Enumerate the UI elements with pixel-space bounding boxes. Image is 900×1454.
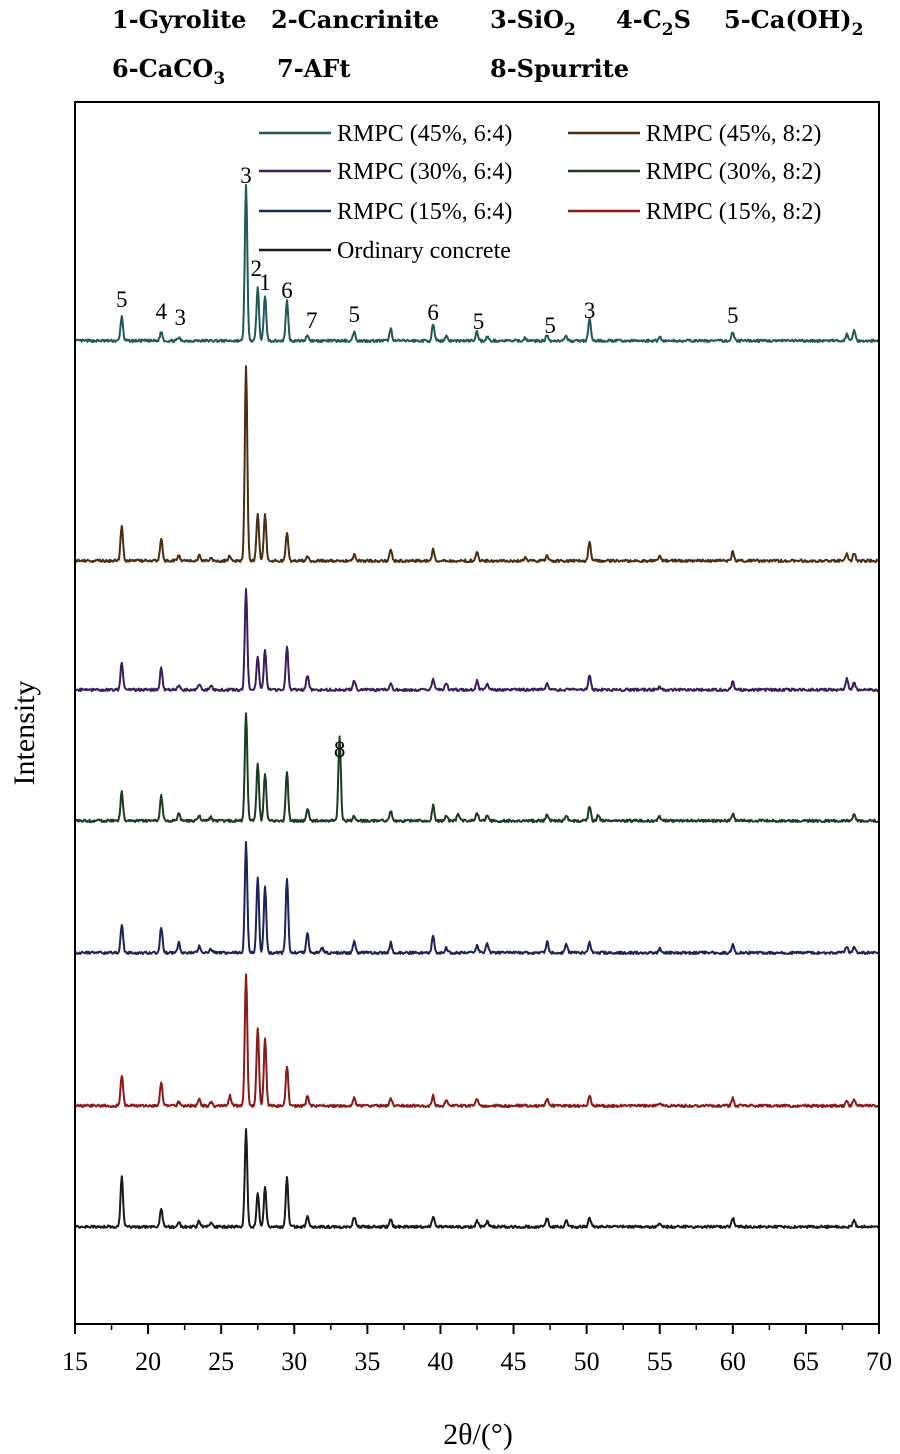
phase-key-item-4: 4-C2S [616, 5, 691, 40]
peak-label: 6 [281, 278, 293, 303]
y-axis-title: Intensity [8, 681, 41, 786]
x-tick-label: 70 [866, 1347, 892, 1376]
legend-label: RMPC (45%, 8:2) [646, 121, 821, 147]
series-group [74, 183, 880, 1230]
peak-label: 2 [251, 256, 263, 281]
x-axis-title: 2θ/(°) [443, 1418, 513, 1451]
peak-label: 1 [259, 270, 271, 295]
phase-key-item-1: 1-Gyrolite [112, 5, 246, 34]
series-line-3 [74, 712, 880, 824]
plot-frame [74, 101, 880, 1325]
peak-label: 5 [544, 313, 556, 338]
legend-label: RMPC (15%, 8:2) [646, 199, 821, 225]
x-tick-label: 15 [62, 1347, 88, 1376]
peak-label: 4 [155, 299, 167, 324]
phase-key-item-5: 5-Ca(OH)2 [724, 5, 863, 40]
peak-label: 5 [473, 309, 485, 334]
phase-key-item-7: 7-AFt [277, 54, 350, 83]
peak-label: 3 [175, 305, 187, 330]
x-tick-label: 65 [793, 1347, 819, 1376]
x-tick-label: 60 [720, 1347, 746, 1376]
phase-key-item-2: 2-Cancrinite [271, 5, 439, 34]
peak-label: 3 [240, 163, 252, 188]
series-line-4 [74, 841, 880, 956]
peak-label: 8 [334, 737, 346, 762]
x-tick-label: 30 [281, 1347, 307, 1376]
x-tick-label: 50 [574, 1347, 600, 1376]
x-tick-label: 20 [135, 1347, 161, 1376]
x-tick-label: 35 [354, 1347, 380, 1376]
phase-key-item-8: 8-Spurrite [490, 54, 629, 83]
x-tick-label: 25 [208, 1347, 234, 1376]
series-line-6 [74, 1128, 880, 1230]
legend-label: Ordinary concrete [337, 238, 511, 264]
peak-label: 3 [584, 298, 596, 323]
x-axis: 15 20 25 30 35 40 45 50 55 60 65 70 [62, 1324, 892, 1376]
series-line-0 [74, 183, 880, 344]
legend: RMPC (45%, 6:4) RMPC (45%, 8:2) RMPC (30%,… [259, 121, 821, 264]
peak-label: 5 [348, 302, 360, 327]
peak-label: 5 [727, 303, 739, 328]
x-tick-label: 40 [427, 1347, 453, 1376]
peak-label: 6 [427, 300, 439, 325]
x-tick-label: 55 [647, 1347, 673, 1376]
series-line-1 [74, 365, 880, 564]
legend-label: RMPC (30%, 6:4) [337, 159, 512, 185]
legend-label: RMPC (15%, 6:4) [337, 199, 512, 225]
phase-key: 1-Gyrolite 2-Cancrinite 3-SiO2 4-C2S 5-Ca(OH… [112, 5, 863, 89]
x-tick-label: 45 [501, 1347, 527, 1376]
peak-label: 7 [306, 308, 318, 333]
legend-label: RMPC (30%, 8:2) [646, 159, 821, 185]
phase-key-item-6: 6-CaCO3 [112, 54, 225, 89]
legend-label: RMPC (45%, 6:4) [337, 121, 512, 147]
phase-key-item-3: 3-SiO2 [490, 5, 576, 40]
series-line-5 [74, 973, 880, 1109]
peak-label: 5 [116, 287, 128, 312]
series-line-2 [74, 588, 880, 693]
